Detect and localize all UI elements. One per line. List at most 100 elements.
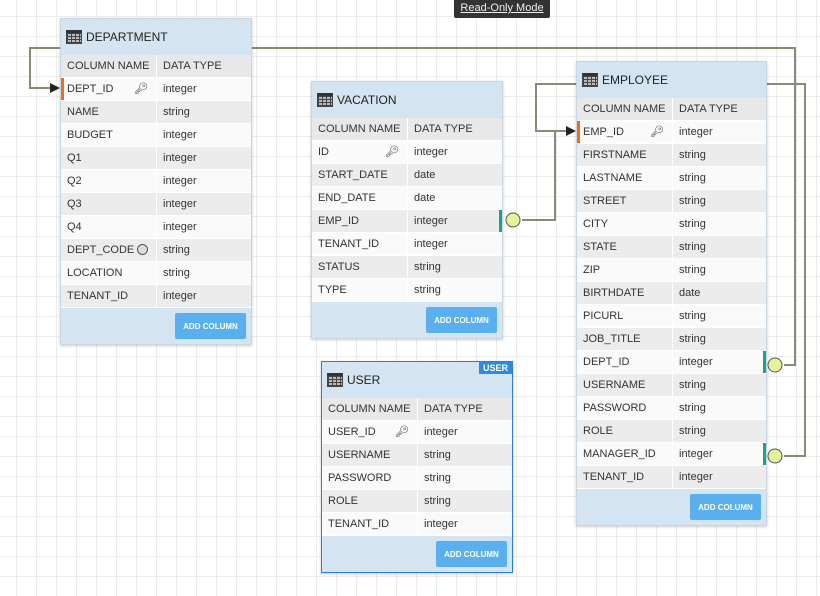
table-icon xyxy=(317,93,333,107)
column-type: integer xyxy=(414,146,448,158)
table-row[interactable]: ROLE string xyxy=(577,420,766,443)
table-row[interactable]: TENANT_ID integer xyxy=(61,285,251,308)
table-row[interactable]: Q1 integer xyxy=(61,147,251,170)
key-icon: 🔑︎ xyxy=(134,83,148,95)
column-header-row: COLUMN NAME DATA TYPE xyxy=(577,98,766,121)
table-row[interactable]: EMP_ID integer xyxy=(312,210,502,233)
table-row[interactable]: BUDGET integer xyxy=(61,124,251,147)
table-row[interactable]: USER_ID 🔑︎ integer xyxy=(322,421,512,444)
table-row[interactable]: ID 🔑︎ integer xyxy=(312,141,502,164)
column-type: integer xyxy=(163,83,197,95)
table-row[interactable]: PASSWORD string xyxy=(577,397,766,420)
column-name: PASSWORD xyxy=(328,472,392,484)
relation-employee-manager xyxy=(535,83,576,132)
crowfoot-icon xyxy=(767,448,783,464)
column-name: EMP_ID xyxy=(583,126,624,138)
column-name: STATE xyxy=(583,241,617,253)
table-row[interactable]: USERNAME string xyxy=(577,374,766,397)
column-type: string xyxy=(679,195,706,207)
table-row[interactable]: USERNAME string xyxy=(322,444,512,467)
column-type: string xyxy=(679,402,706,414)
table-row[interactable]: FIRSTNAME string xyxy=(577,144,766,167)
table-row[interactable]: Q3 integer xyxy=(61,193,251,216)
add-column-button[interactable]: ADD COLUMN xyxy=(690,494,761,520)
table-row[interactable]: TENANT_ID integer xyxy=(322,513,512,536)
column-header-row: COLUMN NAME DATA TYPE xyxy=(312,118,502,141)
column-type: string xyxy=(679,218,706,230)
table-row[interactable]: LOCATION string xyxy=(61,262,251,285)
data-type-header: DATA TYPE xyxy=(424,403,483,415)
column-type: integer xyxy=(679,356,713,368)
table-header[interactable]: EMPLOYEE xyxy=(577,62,766,98)
table-row[interactable]: TENANT_ID integer xyxy=(312,233,502,256)
add-column-button[interactable]: ADD COLUMN xyxy=(426,307,497,333)
table-row[interactable]: DEPT_CODE string xyxy=(61,239,251,262)
column-name: TENANT_ID xyxy=(67,290,129,302)
key-icon: 🔑︎ xyxy=(385,146,399,158)
table-header[interactable]: VACATION xyxy=(312,82,502,118)
table-row[interactable]: JOB_TITLE string xyxy=(577,328,766,351)
column-name: TENANT_ID xyxy=(328,518,390,530)
table-employee[interactable]: EMPLOYEE COLUMN NAME DATA TYPE EMP_ID 🔑︎ inte… xyxy=(576,61,767,526)
table-row[interactable]: MANAGER_ID integer xyxy=(577,443,766,466)
table-icon xyxy=(66,30,82,44)
column-name: PICURL xyxy=(583,310,624,322)
table-row[interactable]: STATUS string xyxy=(312,256,502,279)
table-header[interactable]: DEPARTMENT xyxy=(61,19,251,55)
table-row[interactable]: PASSWORD string xyxy=(322,467,512,490)
table-row[interactable]: TENANT_ID integer xyxy=(577,466,766,489)
column-name: PASSWORD xyxy=(583,402,647,414)
column-type: integer xyxy=(163,152,197,164)
column-header-row: COLUMN NAME DATA TYPE xyxy=(322,398,512,421)
column-type: string xyxy=(679,172,706,184)
column-type: string xyxy=(679,241,706,253)
column-name: START_DATE xyxy=(318,169,388,181)
column-type: date xyxy=(679,287,701,299)
table-row[interactable]: TYPE string xyxy=(312,279,502,302)
column-type: string xyxy=(424,449,451,461)
data-type-header: DATA TYPE xyxy=(163,60,222,72)
column-type: integer xyxy=(679,448,713,460)
column-name: Q3 xyxy=(67,198,82,210)
table-row[interactable]: STATE string xyxy=(577,236,766,259)
column-type: string xyxy=(679,333,706,345)
table-department[interactable]: DEPARTMENT COLUMN NAME DATA TYPE DEPT_ID 🔑︎ i… xyxy=(60,18,252,345)
column-type: string xyxy=(679,264,706,276)
column-name: MANAGER_ID xyxy=(583,448,656,460)
table-row[interactable]: ZIP string xyxy=(577,259,766,282)
column-type: string xyxy=(679,379,706,391)
read-only-mode-badge[interactable]: Read-Only Mode xyxy=(454,0,550,18)
column-type: string xyxy=(163,244,190,256)
table-row[interactable]: CITY string xyxy=(577,213,766,236)
arrow-icon xyxy=(566,126,576,136)
table-row[interactable]: END_DATE date xyxy=(312,187,502,210)
column-name: USER_ID xyxy=(328,426,376,438)
column-name: DEPT_CODE xyxy=(67,244,135,256)
table-vacation[interactable]: VACATION COLUMN NAME DATA TYPE ID 🔑︎ integer S… xyxy=(311,81,503,339)
add-column-button[interactable]: ADD COLUMN xyxy=(436,541,507,567)
column-header-row: COLUMN NAME DATA TYPE xyxy=(61,55,251,78)
column-name: ZIP xyxy=(583,264,601,276)
table-row[interactable]: Q2 integer xyxy=(61,170,251,193)
table-row[interactable]: BIRTHDATE date xyxy=(577,282,766,305)
column-type: integer xyxy=(163,221,197,233)
table-row[interactable]: DEPT_ID 🔑︎ integer xyxy=(61,78,251,101)
table-row[interactable]: PICURL string xyxy=(577,305,766,328)
table-row[interactable]: NAME string xyxy=(61,101,251,124)
table-row[interactable]: START_DATE date xyxy=(312,164,502,187)
table-user[interactable]: USER USER COLUMN NAME DATA TYPE USER_ID 🔑︎ int… xyxy=(321,361,513,573)
column-name: EMP_ID xyxy=(318,215,359,227)
column-type: string xyxy=(414,261,441,273)
table-row[interactable]: EMP_ID 🔑︎ integer xyxy=(577,121,766,144)
column-name-header: COLUMN NAME xyxy=(312,118,408,140)
table-header[interactable]: USER xyxy=(322,362,512,398)
column-name: ROLE xyxy=(583,425,613,437)
add-column-button[interactable]: ADD COLUMN xyxy=(175,313,246,339)
table-row[interactable]: ROLE string xyxy=(322,490,512,513)
column-name: END_DATE xyxy=(318,192,376,204)
table-row[interactable]: DEPT_ID integer xyxy=(577,351,766,374)
table-name: EMPLOYEE xyxy=(602,73,669,87)
table-row[interactable]: STREET string xyxy=(577,190,766,213)
table-row[interactable]: Q4 integer xyxy=(61,216,251,239)
table-row[interactable]: LASTNAME string xyxy=(577,167,766,190)
